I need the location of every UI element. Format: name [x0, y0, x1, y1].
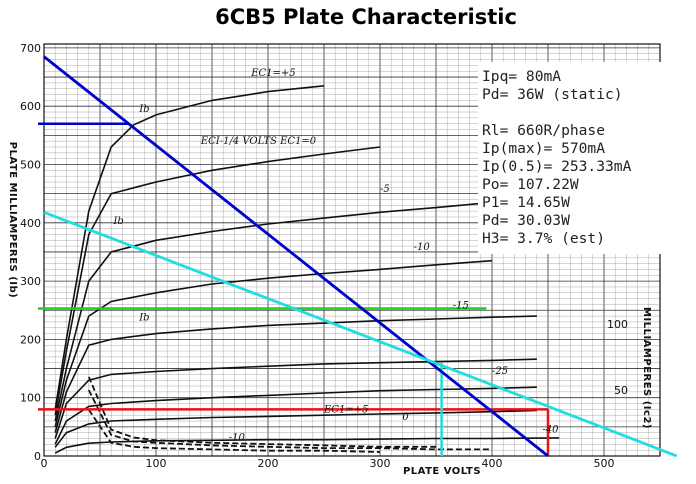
y-tick-label: 700: [20, 42, 41, 55]
load-line: [43, 55, 549, 458]
plate-curve: [54, 201, 493, 422]
annotation-po: Po= 107.22W: [482, 176, 579, 193]
plate-curve: [54, 146, 381, 416]
curve-label: -10: [414, 242, 431, 253]
annotation-ip-max: Ip(max)= 570mA: [482, 140, 606, 157]
curve-label: EC1=+5: [250, 68, 295, 79]
curve-label: -40: [542, 425, 559, 436]
x-tick-label: 200: [258, 457, 279, 470]
annotation-h3: H3= 3.7% (est): [482, 230, 606, 247]
curve-label: Ib: [138, 104, 149, 115]
annotation-spacer: [482, 104, 692, 122]
y2-tick-label: 100: [607, 318, 628, 331]
curve-label: -5: [380, 184, 390, 195]
plate-curve: [54, 409, 537, 448]
plate-curve: [54, 259, 493, 428]
y2-tick-label: 50: [614, 384, 628, 397]
annotation-rl: Rl= 660R/phase: [482, 122, 606, 139]
x-tick-label: 500: [594, 457, 615, 470]
curve-label: -15: [453, 301, 469, 312]
curve-label: Ib: [112, 216, 123, 227]
curve-label: -25: [492, 366, 508, 377]
curve-label: 0: [402, 412, 409, 423]
x-tick-label: 300: [370, 457, 391, 470]
curve-label: EC1=+5: [323, 404, 368, 415]
screen-curve: [87, 389, 492, 451]
y2-axis-label: MILLIAMPERES (Ic2): [641, 307, 652, 429]
y-tick-label: 400: [20, 217, 41, 230]
x-tick-label: 400: [482, 457, 503, 470]
plot-series: [38, 55, 678, 458]
load-line: [43, 210, 678, 458]
curve-label: -10: [229, 432, 246, 443]
screen-curve: [87, 376, 436, 448]
y-tick-label: 600: [20, 100, 41, 113]
y-tick-label: 0: [34, 450, 41, 463]
annotation-p1: P1= 14.65W: [482, 194, 570, 211]
calculation-panel: Ipq= 80mA Pd= 36W (static) Rl= 660R/phas…: [478, 62, 692, 254]
chart-title: 6CB5 Plate Characteristic: [215, 5, 517, 29]
x-tick-label: 0: [41, 457, 48, 470]
annotation-ipq: Ipq= 80mA: [482, 68, 562, 85]
x-tick-label: 100: [146, 457, 167, 470]
y-tick-label: 300: [20, 275, 41, 288]
screen-curve: [88, 409, 381, 453]
grid: [43, 43, 661, 457]
plate-curve: [54, 85, 325, 410]
curve-labels: EC1=+5 Ib ECI-1/4 VOLTS EC1=0 Ib -5 -10 -15 Ib -…: [112, 68, 559, 443]
annotation-pd-static: Pd= 36W (static): [482, 86, 623, 103]
axis-ticks: 0 100 200 300 400 500010020030040050060070050…: [20, 42, 628, 470]
curve-label: Ib: [138, 313, 149, 324]
annotation-ip-half: Ip(0.5)= 253.33mA: [482, 158, 632, 175]
curve-label: ECI-1/4 VOLTS EC1=0: [200, 136, 317, 147]
y-axis-label: PLATE MILLIAMPERES (Ib): [7, 142, 18, 299]
plate-curve: [54, 315, 537, 433]
y-tick-label: 200: [20, 333, 41, 346]
plate-curve: [54, 358, 537, 439]
plate-curve: [54, 437, 560, 454]
y-tick-label: 100: [20, 392, 41, 405]
x-axis-label: PLATE VOLTS: [403, 466, 481, 477]
annotation-pd: Pd= 30.03W: [482, 212, 570, 229]
y-tick-label: 500: [20, 159, 41, 172]
